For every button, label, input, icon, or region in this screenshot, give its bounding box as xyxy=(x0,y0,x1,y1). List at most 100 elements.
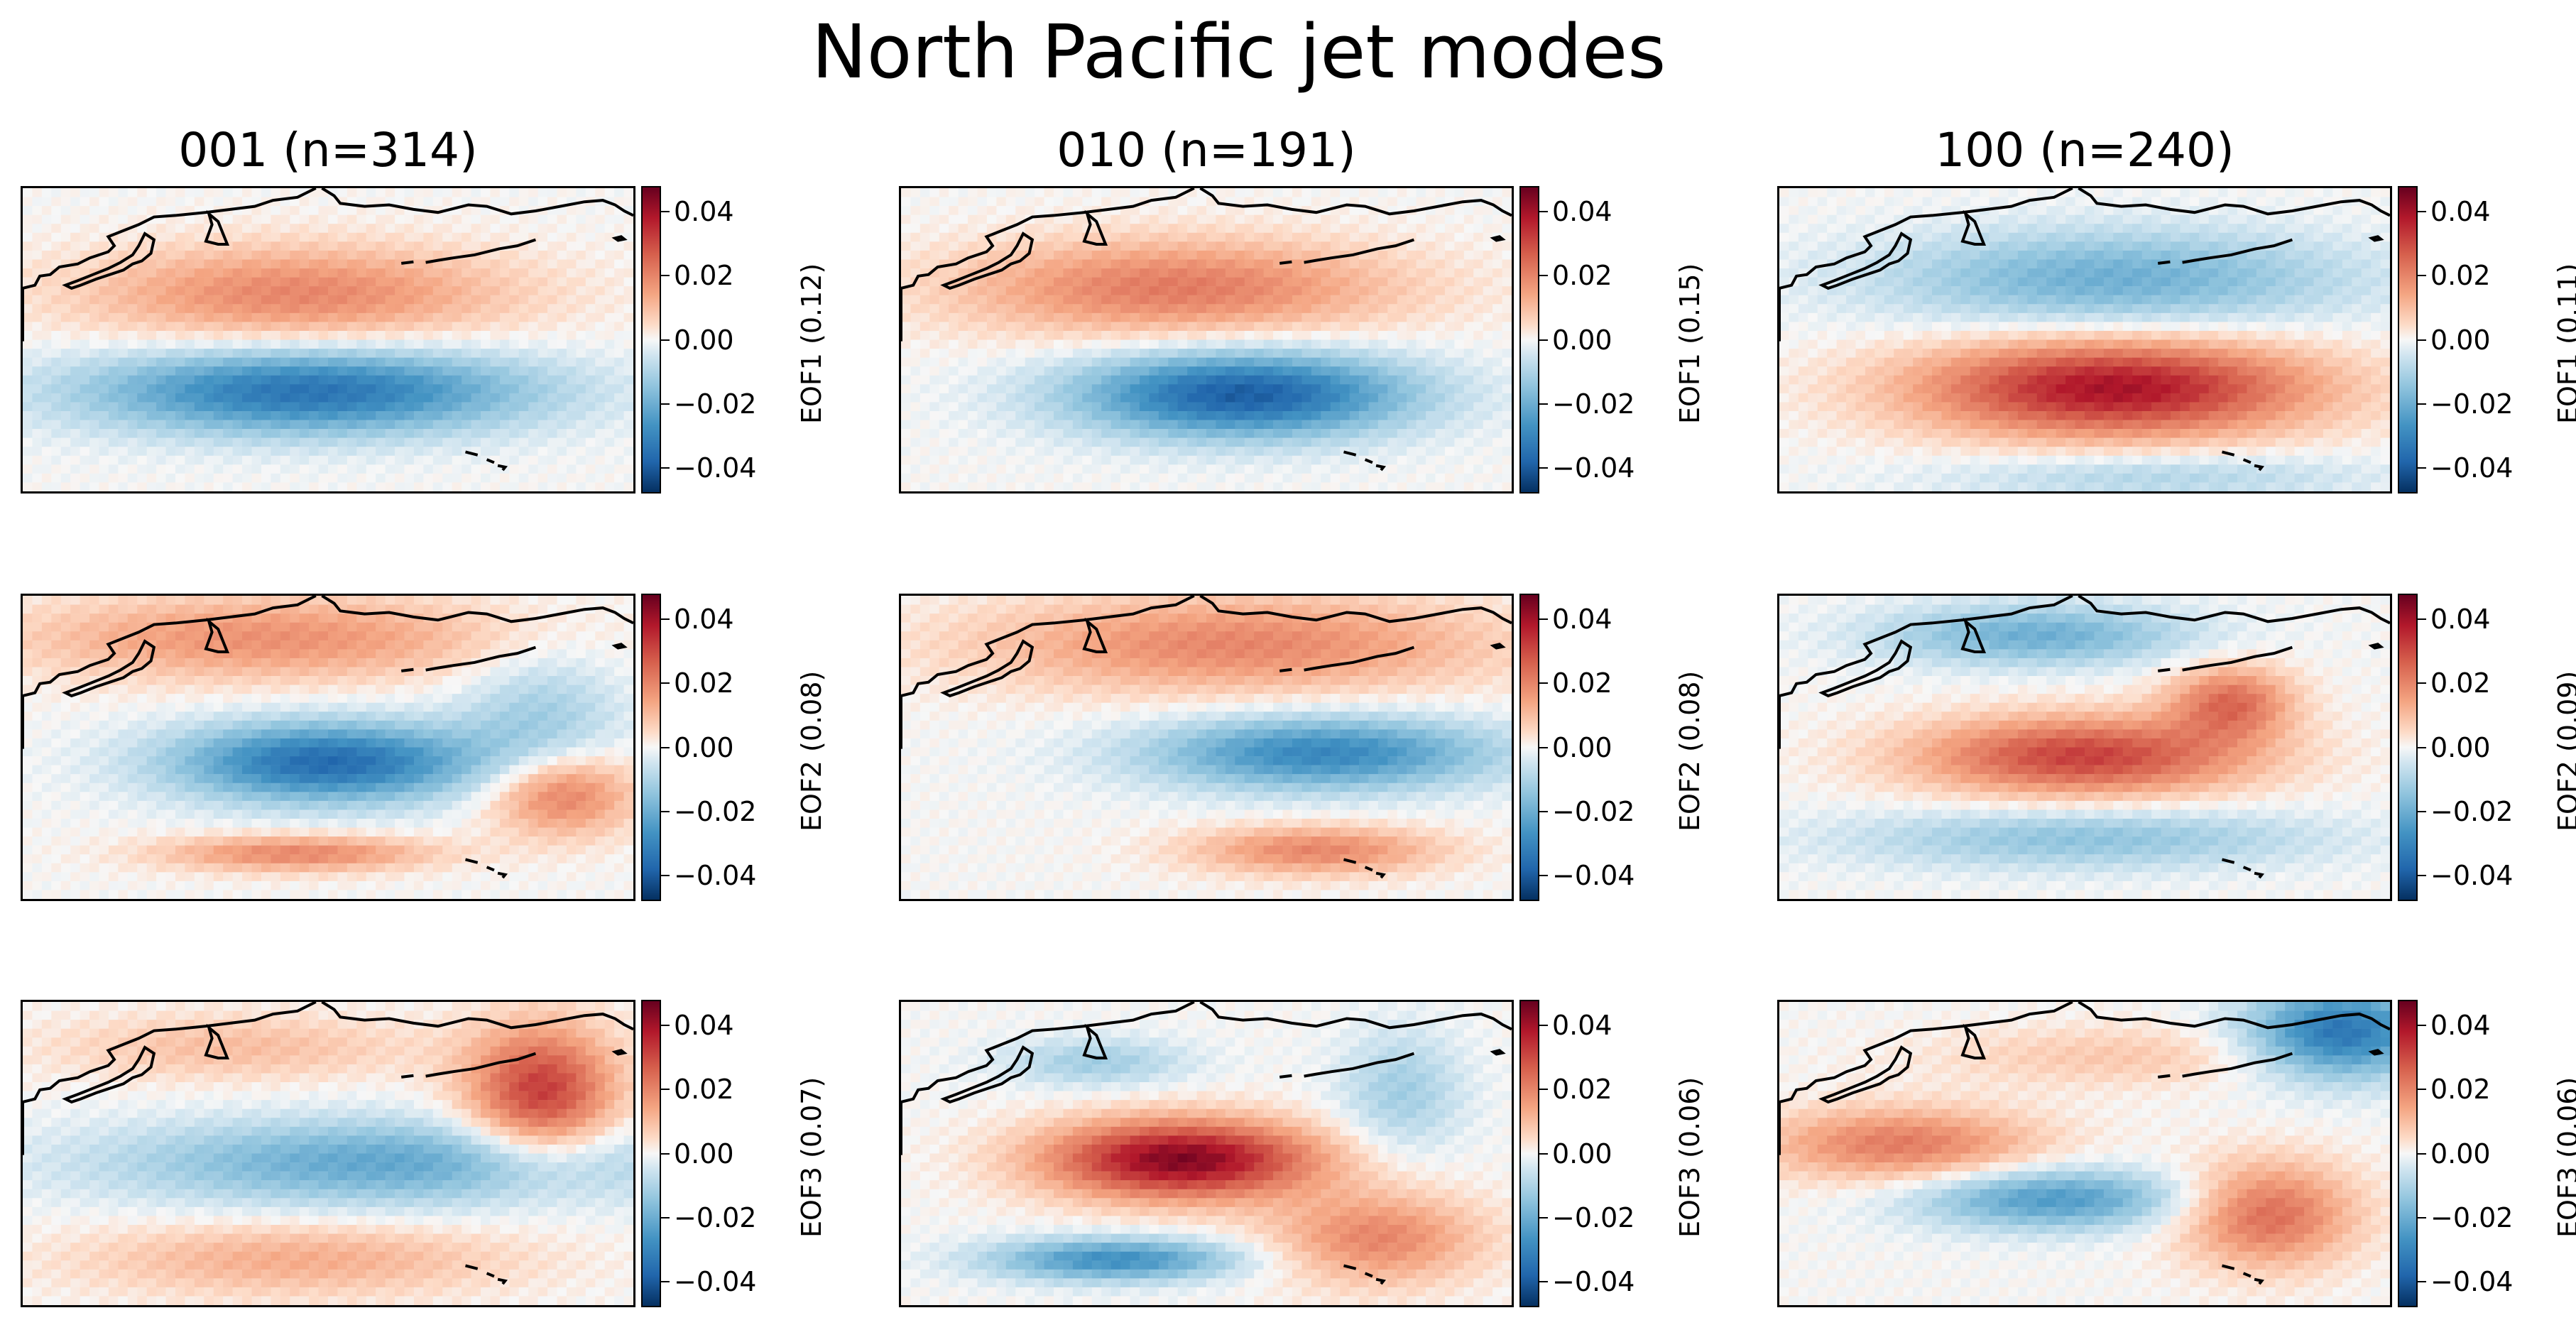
field-cell xyxy=(1196,232,1207,242)
field-cell xyxy=(1082,197,1093,207)
colorbar-tick-label: −0.02 xyxy=(1552,388,1635,420)
field-cell xyxy=(1091,420,1102,430)
field-cell xyxy=(261,437,271,447)
field-cell xyxy=(337,241,348,251)
field-cell xyxy=(1025,304,1035,314)
field-cell xyxy=(1072,322,1083,332)
field-cell xyxy=(1101,188,1112,197)
field-cell xyxy=(958,188,968,197)
field-cell xyxy=(242,277,253,287)
field-cell xyxy=(499,312,510,322)
field-cell xyxy=(604,410,615,420)
field-cell xyxy=(194,304,204,314)
field-cell xyxy=(1273,429,1284,438)
field-cell xyxy=(328,473,338,483)
field-cell xyxy=(1311,393,1321,403)
field-cell xyxy=(1435,393,1446,403)
field-cell xyxy=(1025,384,1035,394)
field-cell xyxy=(1349,366,1360,376)
field-cell xyxy=(1025,295,1035,305)
field-cell xyxy=(595,420,606,430)
field-cell xyxy=(1044,384,1054,394)
field-cell xyxy=(1827,206,1838,215)
field-cell xyxy=(1874,197,1885,207)
field-cell xyxy=(1407,429,1417,438)
field-cell xyxy=(1311,224,1321,234)
field-cell xyxy=(146,366,157,376)
field-cell xyxy=(1846,214,1857,224)
field-cell xyxy=(1377,330,1388,340)
field-cell xyxy=(442,304,453,314)
field-cell xyxy=(939,312,949,322)
field-cell xyxy=(604,277,615,287)
field-cell xyxy=(337,295,348,305)
field-cell xyxy=(127,197,138,207)
field-cell xyxy=(1206,464,1216,474)
field-cell xyxy=(280,429,290,438)
field-cell xyxy=(528,402,539,412)
field-cell xyxy=(547,429,558,438)
field-cell xyxy=(1110,330,1121,340)
field-cell xyxy=(1149,464,1159,474)
field-cell xyxy=(41,286,52,295)
field-cell xyxy=(1301,214,1312,224)
field-cell xyxy=(41,420,52,430)
field-cell xyxy=(137,349,148,358)
field-cell xyxy=(118,420,129,430)
field-cell xyxy=(32,224,43,234)
field-cell xyxy=(2085,250,2095,260)
field-cell xyxy=(213,250,224,260)
field-cell xyxy=(185,437,195,447)
field-cell xyxy=(328,330,338,340)
field-cell xyxy=(1120,464,1131,474)
colorbar-tick-label: −0.02 xyxy=(674,388,757,420)
field-cell xyxy=(614,455,625,465)
field-cell xyxy=(977,420,988,430)
field-cell xyxy=(1206,224,1216,234)
field-cell xyxy=(1273,214,1284,224)
field-cell xyxy=(1435,366,1446,376)
field-cell xyxy=(547,473,558,483)
field-cell xyxy=(60,241,71,251)
field-cell xyxy=(1091,250,1102,260)
field-cell xyxy=(232,214,243,224)
field-cell xyxy=(614,420,625,430)
field-cell xyxy=(1158,339,1169,349)
field-cell xyxy=(462,304,472,314)
field-cell xyxy=(89,393,100,403)
field-cell xyxy=(977,214,988,224)
field-cell xyxy=(1349,224,1360,234)
field-cell xyxy=(127,214,138,224)
field-cell xyxy=(232,250,243,260)
field-cell xyxy=(1044,482,1054,491)
field-cell xyxy=(1225,250,1235,260)
field-cell xyxy=(1263,482,1274,491)
field-cell xyxy=(1282,437,1293,447)
field-cell xyxy=(1387,339,1398,349)
field-cell xyxy=(404,250,415,260)
field-cell xyxy=(1311,268,1321,278)
field-cell xyxy=(1101,339,1112,349)
field-cell xyxy=(585,420,596,430)
field-cell xyxy=(80,420,90,430)
field-cell xyxy=(41,277,52,287)
field-cell xyxy=(70,241,81,251)
field-cell xyxy=(156,188,167,197)
field-cell xyxy=(1273,322,1284,332)
field-cell xyxy=(442,410,453,420)
field-cell xyxy=(118,322,129,332)
field-cell xyxy=(204,375,214,385)
colorbar-label: EOF1 (0.15) xyxy=(1674,263,1705,424)
field-cell xyxy=(1454,375,1465,385)
field-cell xyxy=(1359,268,1369,278)
field-cell xyxy=(576,482,586,491)
field-cell xyxy=(356,241,367,251)
field-cell xyxy=(1416,447,1426,457)
field-cell xyxy=(1101,437,1112,447)
field-cell xyxy=(490,410,501,420)
field-cell xyxy=(385,447,395,457)
field-cell xyxy=(137,322,148,332)
field-cell xyxy=(2294,241,2305,251)
field-cell xyxy=(232,197,243,207)
field-cell xyxy=(1101,455,1112,465)
